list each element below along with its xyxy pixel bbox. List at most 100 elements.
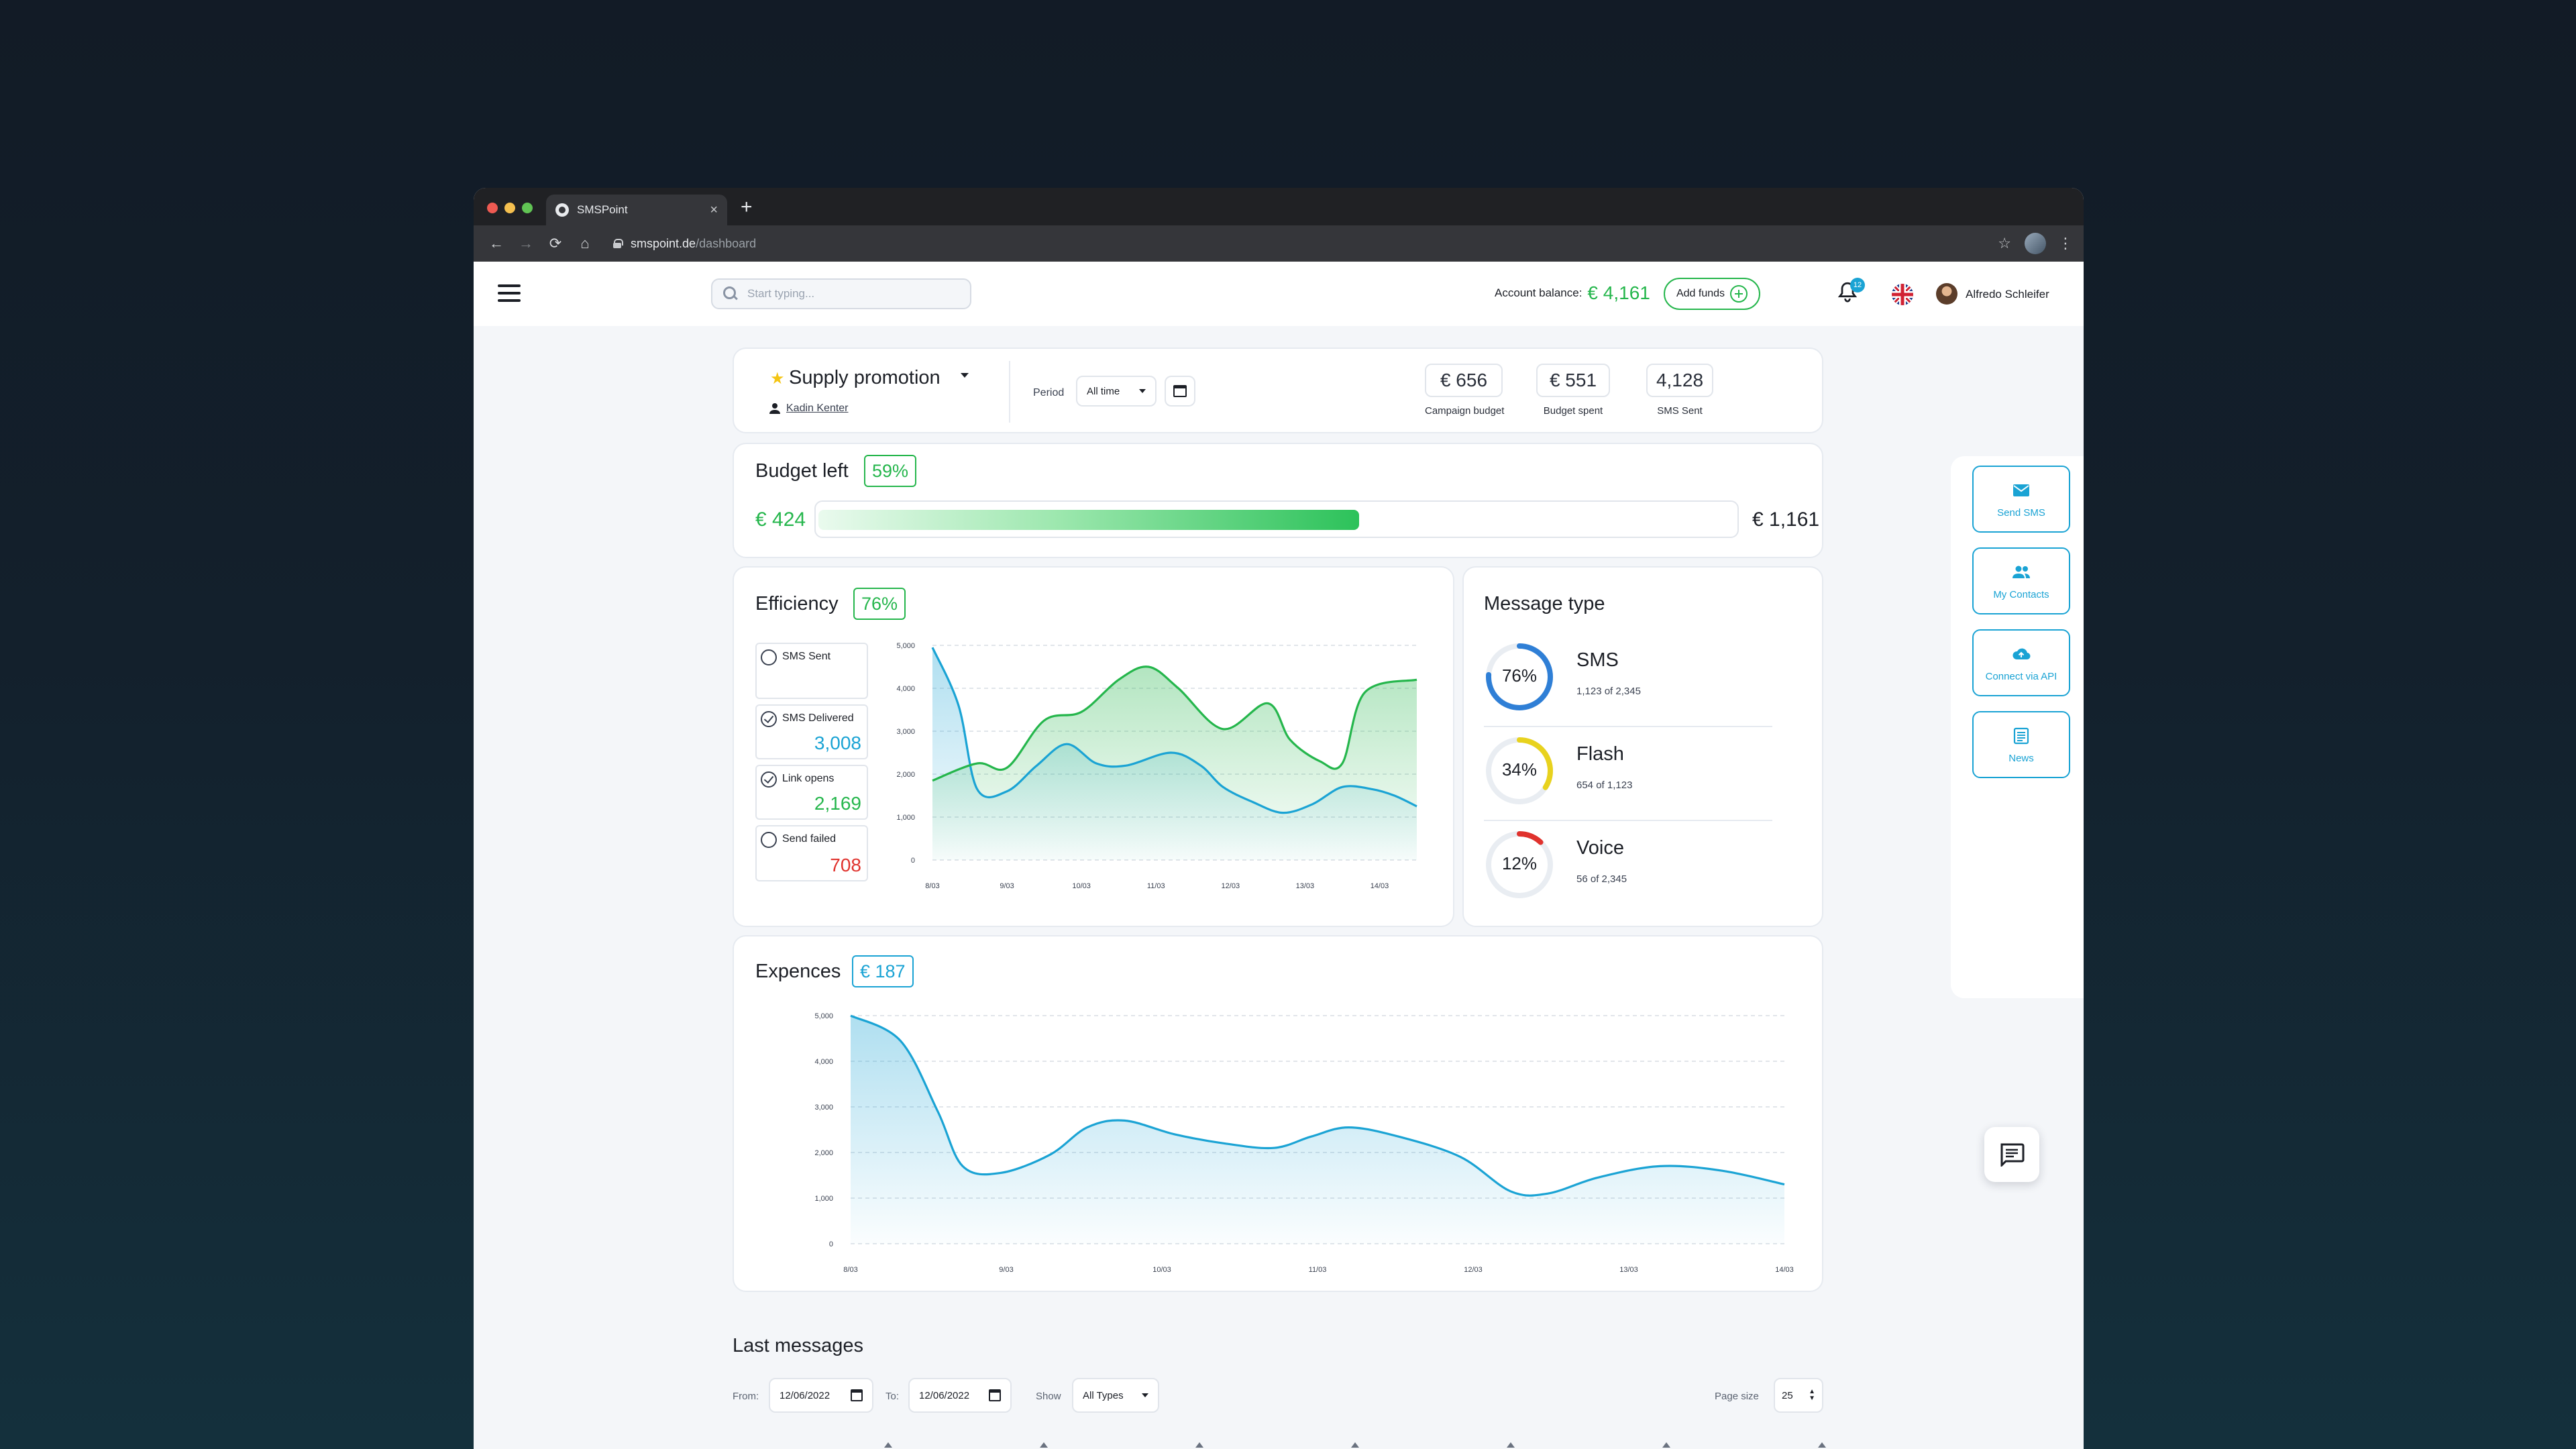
reload-button[interactable]: ⟳: [549, 235, 562, 252]
bookmark-star-icon[interactable]: ☆: [1998, 235, 2011, 252]
y-tick-label: 2,000: [814, 1149, 833, 1157]
page-size-stepper[interactable]: 25 ▲ ▼: [1774, 1378, 1823, 1413]
send-sms-label: Send SMS: [1997, 506, 2045, 519]
campaign-dropdown-caret-icon[interactable]: [961, 373, 969, 378]
legend-value: 2,169: [814, 793, 861, 814]
message-type-filter-select[interactable]: All Types: [1072, 1378, 1159, 1413]
to-date-field[interactable]: 12/06/2022: [908, 1378, 1012, 1413]
tab-close-icon[interactable]: ×: [710, 202, 718, 217]
page-size-label: Page size: [1715, 1391, 1759, 1402]
search-box[interactable]: [711, 278, 971, 309]
donut-value-arc: [1486, 737, 1553, 804]
campaign-budget-stat: € 656 Campaign budget: [1425, 364, 1504, 417]
send-sms-button[interactable]: Send SMS: [1972, 466, 2070, 533]
add-funds-label: Add funds: [1676, 288, 1725, 299]
legend-sms-delivered[interactable]: SMS Delivered 3,008: [755, 704, 868, 759]
period-value: All time: [1087, 385, 1120, 397]
x-tick-label: 8/03: [843, 1266, 857, 1274]
stepper-arrows-icon[interactable]: ▲ ▼: [1809, 1388, 1815, 1402]
budget-progress-fill: [818, 510, 1359, 530]
forward-button[interactable]: →: [519, 235, 533, 252]
message-type-sms: 76% SMS 1,123 of 2,345: [1484, 635, 1772, 727]
donut-value-arc: [1486, 831, 1553, 898]
window-close-button[interactable]: [487, 203, 498, 213]
divider: [1009, 361, 1010, 423]
news-label: News: [2008, 752, 2034, 764]
url-field[interactable]: smspoint.de/dashboard: [602, 231, 1984, 256]
legend-radio-icon[interactable]: [761, 649, 777, 665]
app-header: Account balance: € 4,161 Add funds 12 Al: [474, 262, 2084, 326]
to-label: To:: [885, 1391, 900, 1402]
browser-tab-bar: SMSPoint × +: [474, 188, 2084, 225]
y-tick-label: 4,000: [814, 1058, 833, 1066]
last-messages-title: Last messages: [733, 1335, 864, 1356]
user-name[interactable]: Alfredo Schleifer: [1966, 288, 2049, 301]
expenses-chart: 0 1,000 2,000 3,000 4,000 5,000 8/03 9/03 10/03 1…: [814, 1012, 1794, 1274]
x-tick-label: 11/03: [1309, 1266, 1327, 1274]
home-button[interactable]: ⌂: [580, 235, 590, 252]
browser-menu-icon[interactable]: ⋮: [2058, 235, 2073, 252]
period-calendar-button[interactable]: [1165, 376, 1195, 407]
sort-arrow-icon[interactable]: [1040, 1442, 1048, 1448]
search-input[interactable]: [747, 287, 949, 301]
uk-flag-icon[interactable]: [1892, 284, 1913, 305]
message-type-flash: 34% Flash 654 of 1,123: [1484, 729, 1772, 821]
from-date-field[interactable]: 12/06/2022: [769, 1378, 873, 1413]
window-minimize-button[interactable]: [504, 203, 515, 213]
x-tick-label: 13/03: [1296, 882, 1315, 890]
campaign-owner-link[interactable]: Kadin Kenter: [786, 402, 849, 414]
campaign-name[interactable]: Supply promotion: [789, 367, 941, 388]
sort-arrow-icon[interactable]: [884, 1442, 892, 1448]
series-line-sms-delivered: [931, 647, 1417, 814]
sort-arrow-icon[interactable]: [1351, 1442, 1359, 1448]
quick-actions-panel: Send SMS My Contacts Connect via API New…: [1951, 456, 2084, 998]
voice-donut-chart: [1486, 831, 1553, 898]
message-type-voice: 12% Voice 56 of 2,345: [1484, 822, 1772, 915]
user-avatar[interactable]: [1936, 283, 1957, 305]
legend-send-failed[interactable]: Send failed 708: [755, 825, 868, 881]
series-area-link-opens: [932, 666, 1417, 860]
flash-donut-chart: [1486, 737, 1553, 804]
y-tick-label: 5,000: [896, 642, 915, 650]
notifications-button[interactable]: 12: [1837, 278, 1865, 306]
favorite-star-icon[interactable]: ★: [770, 370, 785, 388]
sort-arrow-icon[interactable]: [1818, 1442, 1826, 1448]
legend-label: Send failed: [782, 833, 837, 845]
sms-sent-value: 4,128: [1646, 364, 1713, 397]
legend-label: Link opens: [782, 773, 835, 784]
back-button[interactable]: ←: [489, 235, 504, 252]
browser-profile-avatar[interactable]: [2025, 233, 2046, 254]
legend-link-opens[interactable]: Link opens 2,169: [755, 765, 868, 820]
chevron-down-icon: [1142, 1393, 1148, 1397]
period-select[interactable]: All time: [1076, 376, 1157, 407]
news-button[interactable]: News: [1972, 711, 2070, 778]
window-maximize-button[interactable]: [522, 203, 533, 213]
hamburger-menu-icon[interactable]: [498, 284, 521, 302]
page-size-value: 25: [1782, 1389, 1793, 1401]
my-contacts-button[interactable]: My Contacts: [1972, 547, 2070, 614]
connect-api-button[interactable]: Connect via API: [1972, 629, 2070, 696]
calendar-icon[interactable]: [851, 1389, 863, 1401]
sort-arrow-icon[interactable]: [1195, 1442, 1203, 1448]
calendar-icon[interactable]: [989, 1389, 1001, 1401]
new-tab-button[interactable]: +: [741, 196, 753, 218]
campaign-budget-value: € 656: [1425, 364, 1503, 397]
search-icon: [723, 286, 738, 301]
expenses-card: Expences € 187 0 1,000 2,000 3,000 4,000 5,00…: [733, 935, 1823, 1292]
sort-arrow-icon[interactable]: [1507, 1442, 1515, 1448]
legend-check-icon[interactable]: [761, 771, 777, 788]
legend-check-icon[interactable]: [761, 711, 777, 727]
legend-radio-icon[interactable]: [761, 832, 777, 848]
budget-left-title: Budget left: [755, 460, 849, 482]
envelope-icon: [2013, 484, 2029, 496]
browser-address-bar: ← → ⟳ ⌂ smspoint.de/dashboard ☆ ⋮: [474, 225, 2084, 262]
x-tick-label: 14/03: [1775, 1266, 1794, 1274]
legend-sms-sent[interactable]: SMS Sent: [755, 643, 868, 699]
chat-button[interactable]: [1984, 1127, 2039, 1182]
show-label: Show: [1036, 1391, 1061, 1402]
browser-tab[interactable]: SMSPoint ×: [546, 195, 727, 225]
y-tick-label: 3,000: [896, 728, 915, 736]
add-funds-button[interactable]: Add funds: [1664, 278, 1760, 310]
url-domain: smspoint.de: [631, 236, 696, 250]
sort-arrow-icon[interactable]: [1662, 1442, 1670, 1448]
